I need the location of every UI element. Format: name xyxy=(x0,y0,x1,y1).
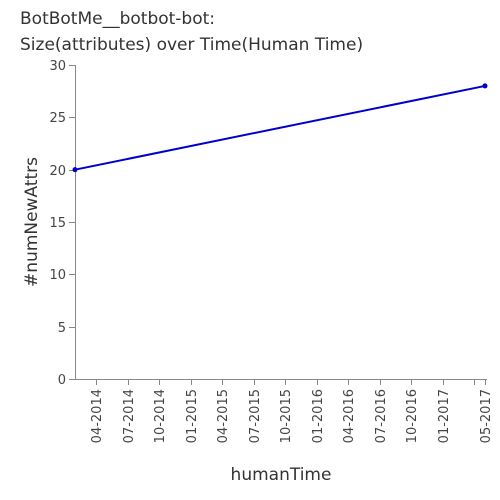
x-tick-label: 01-2015 xyxy=(185,389,200,443)
x-tick-label: 10-2014 xyxy=(153,389,168,443)
y-tick-label: 25 xyxy=(49,111,66,126)
y-tick-label: 30 xyxy=(49,59,66,74)
y-axis-label: #numNewAttrs xyxy=(22,157,42,287)
x-axis: 04-2014 07-2014 10-2014 01-2015 04-2015 07-20… xyxy=(75,379,494,443)
x-tick-label: 01-2017 xyxy=(437,389,452,443)
chart-title-line-2: Size(attributes) over Time(Human Time) xyxy=(20,35,363,55)
x-axis-label: humanTime xyxy=(231,465,332,485)
y-tick-label: 5 xyxy=(58,321,66,336)
x-tick-label: 07-2016 xyxy=(374,389,389,443)
x-tick-label: 01-2016 xyxy=(311,389,326,443)
x-tick-label: 04-2014 xyxy=(90,389,105,443)
x-tick-label: 07-2014 xyxy=(122,389,137,443)
x-tick-label: 10-2016 xyxy=(405,389,420,443)
data-point xyxy=(483,83,488,88)
y-tick-label: 15 xyxy=(49,216,66,231)
x-tick-label: 10-2015 xyxy=(279,389,294,443)
chart-title-line-1: BotBotMe__botbot-bot: xyxy=(20,9,215,29)
x-tick-label: 04-2016 xyxy=(342,389,357,443)
y-tick-label: 0 xyxy=(58,373,66,388)
series-layer xyxy=(73,83,488,172)
y-tick-label: 20 xyxy=(49,164,66,179)
chart-title: BotBotMe__botbot-bot: Size(attributes) o… xyxy=(20,9,363,55)
series-line xyxy=(75,86,485,170)
y-tick-label: 10 xyxy=(49,268,66,283)
y-axis: 0 5 10 15 20 25 30 xyxy=(49,59,75,388)
x-tick-label: 04-2015 xyxy=(216,389,231,443)
x-tick-label: 05-2017 xyxy=(479,389,494,443)
x-tick-label: 07-2015 xyxy=(248,389,263,443)
data-point xyxy=(73,167,78,172)
